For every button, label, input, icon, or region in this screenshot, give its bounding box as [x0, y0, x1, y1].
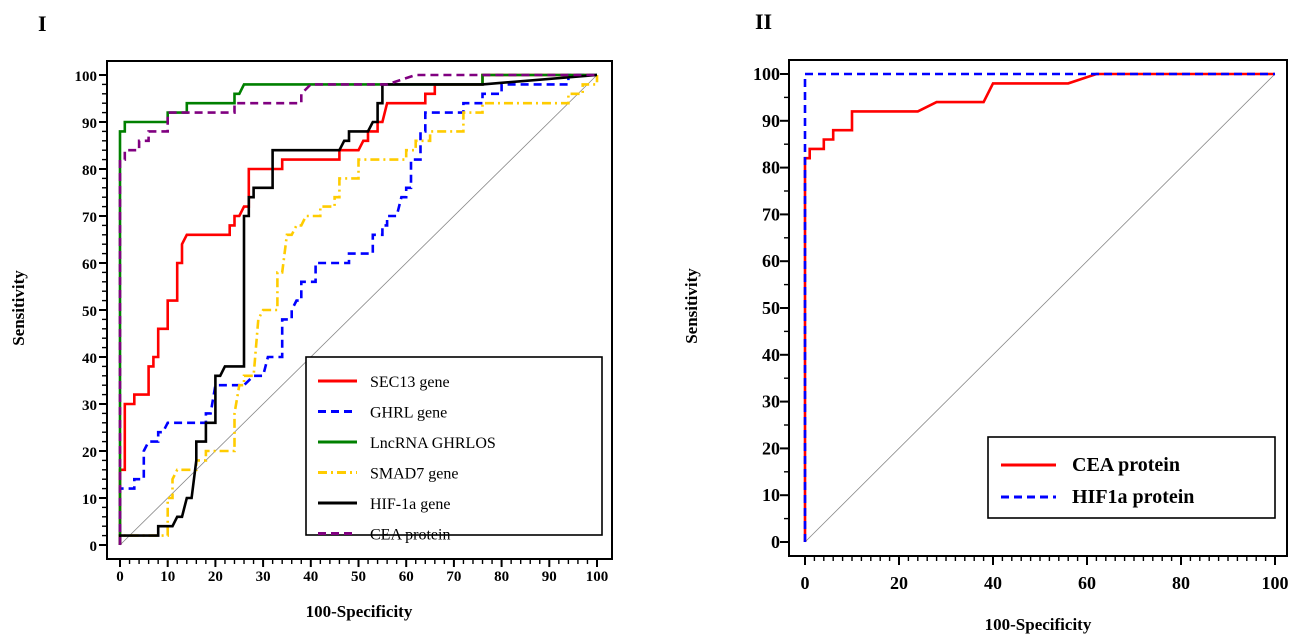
series-line-5: [118, 73, 598, 545]
x-tick-label: 100: [586, 569, 609, 585]
y-tick-label: 30: [762, 392, 780, 412]
series-line-4: [118, 75, 599, 545]
y-axis-title: Sensitivity: [682, 268, 701, 344]
y-tick-label: 10: [762, 485, 780, 505]
legend-label: CEA protein: [1072, 454, 1180, 476]
y-tick-label: 60: [762, 251, 780, 271]
x-tick-label: 90: [542, 569, 557, 585]
roc-panel-i: I 0 10 20 30 40 50 60 70 80 90 100 0 10 20 30 40 50 60 70 80…: [9, 11, 613, 621]
y-tick-label: 40: [82, 351, 97, 367]
x-tick-label: 30: [256, 569, 271, 585]
x-axis-title: 100-Specificity: [306, 602, 413, 621]
x-tick-label: 10: [160, 569, 175, 585]
x-tick-label: 0: [801, 573, 810, 593]
series-line-1: [118, 73, 597, 545]
panel-label: II: [755, 9, 772, 34]
x-axis-title: 100-Specificity: [985, 615, 1092, 634]
y-tick-label: 20: [82, 445, 97, 461]
legend-label: HIF1a protein: [1072, 486, 1194, 508]
legend-label: LncRNA GHRLOS: [370, 435, 496, 452]
y-axis-title: Sensitivity: [9, 270, 28, 346]
reference-diagonal: [804, 73, 1276, 543]
panel-label: I: [38, 11, 47, 36]
legend: CEA protein HIF1a protein: [987, 436, 1276, 519]
x-tick-label: 60: [399, 569, 414, 585]
y-tick-label: 80: [762, 158, 780, 178]
series-line-2: [803, 72, 1275, 542]
y-tick-label: 100: [753, 64, 780, 84]
legend-box: [305, 356, 603, 536]
legend-label: HIF-1a gene: [370, 496, 450, 513]
y-tick-label: 10: [82, 492, 97, 508]
y-tick-label: 70: [82, 210, 97, 226]
roc-panel-ii: II 0 20 40 60 80 100 0 10 20 30 40 50 60 70 80 90 100 100-…: [682, 9, 1289, 634]
legend-box: [987, 436, 1276, 519]
x-tick-label: 40: [984, 573, 1002, 593]
y-tick-label: 30: [82, 398, 97, 414]
x-tick-label: 70: [446, 569, 461, 585]
x-tick-label: 60: [1078, 573, 1096, 593]
y-tick-label: 50: [762, 298, 780, 318]
reference-diagonal: [119, 74, 598, 546]
y-tick-label: 90: [82, 116, 97, 132]
y-tick-label: 60: [82, 257, 97, 273]
x-tick-label: 0: [116, 569, 124, 585]
y-tick-label: 70: [762, 204, 780, 224]
y-tick-label: 40: [762, 345, 780, 365]
x-tick-label: 40: [303, 569, 318, 585]
x-tick-label: 20: [208, 569, 223, 585]
x-tick-label: 80: [494, 569, 509, 585]
y-tick-label: 90: [762, 111, 780, 131]
legend-label: SEC13 gene: [370, 374, 450, 391]
x-tick-label: 20: [890, 573, 908, 593]
y-tick-label: 80: [82, 163, 97, 179]
x-tick-label: 100: [1262, 573, 1289, 593]
y-tick-label: 100: [75, 69, 98, 85]
series-line-2: [118, 73, 597, 545]
x-tick-label: 80: [1172, 573, 1190, 593]
legend-label: SMAD7 gene: [370, 466, 458, 483]
y-tick-label: 50: [82, 304, 97, 320]
y-tick-label: 0: [771, 532, 780, 552]
series-line-1: [803, 72, 1275, 542]
legend: SEC13 gene GHRL gene LncRNA GHRLOS SMAD7 ge…: [305, 356, 603, 544]
legend-label: GHRL gene: [370, 405, 447, 422]
y-tick-label: 20: [762, 438, 780, 458]
x-tick-label: 50: [351, 569, 366, 585]
y-tick-label: 0: [90, 539, 98, 555]
legend-label: CEA protein: [370, 527, 450, 544]
